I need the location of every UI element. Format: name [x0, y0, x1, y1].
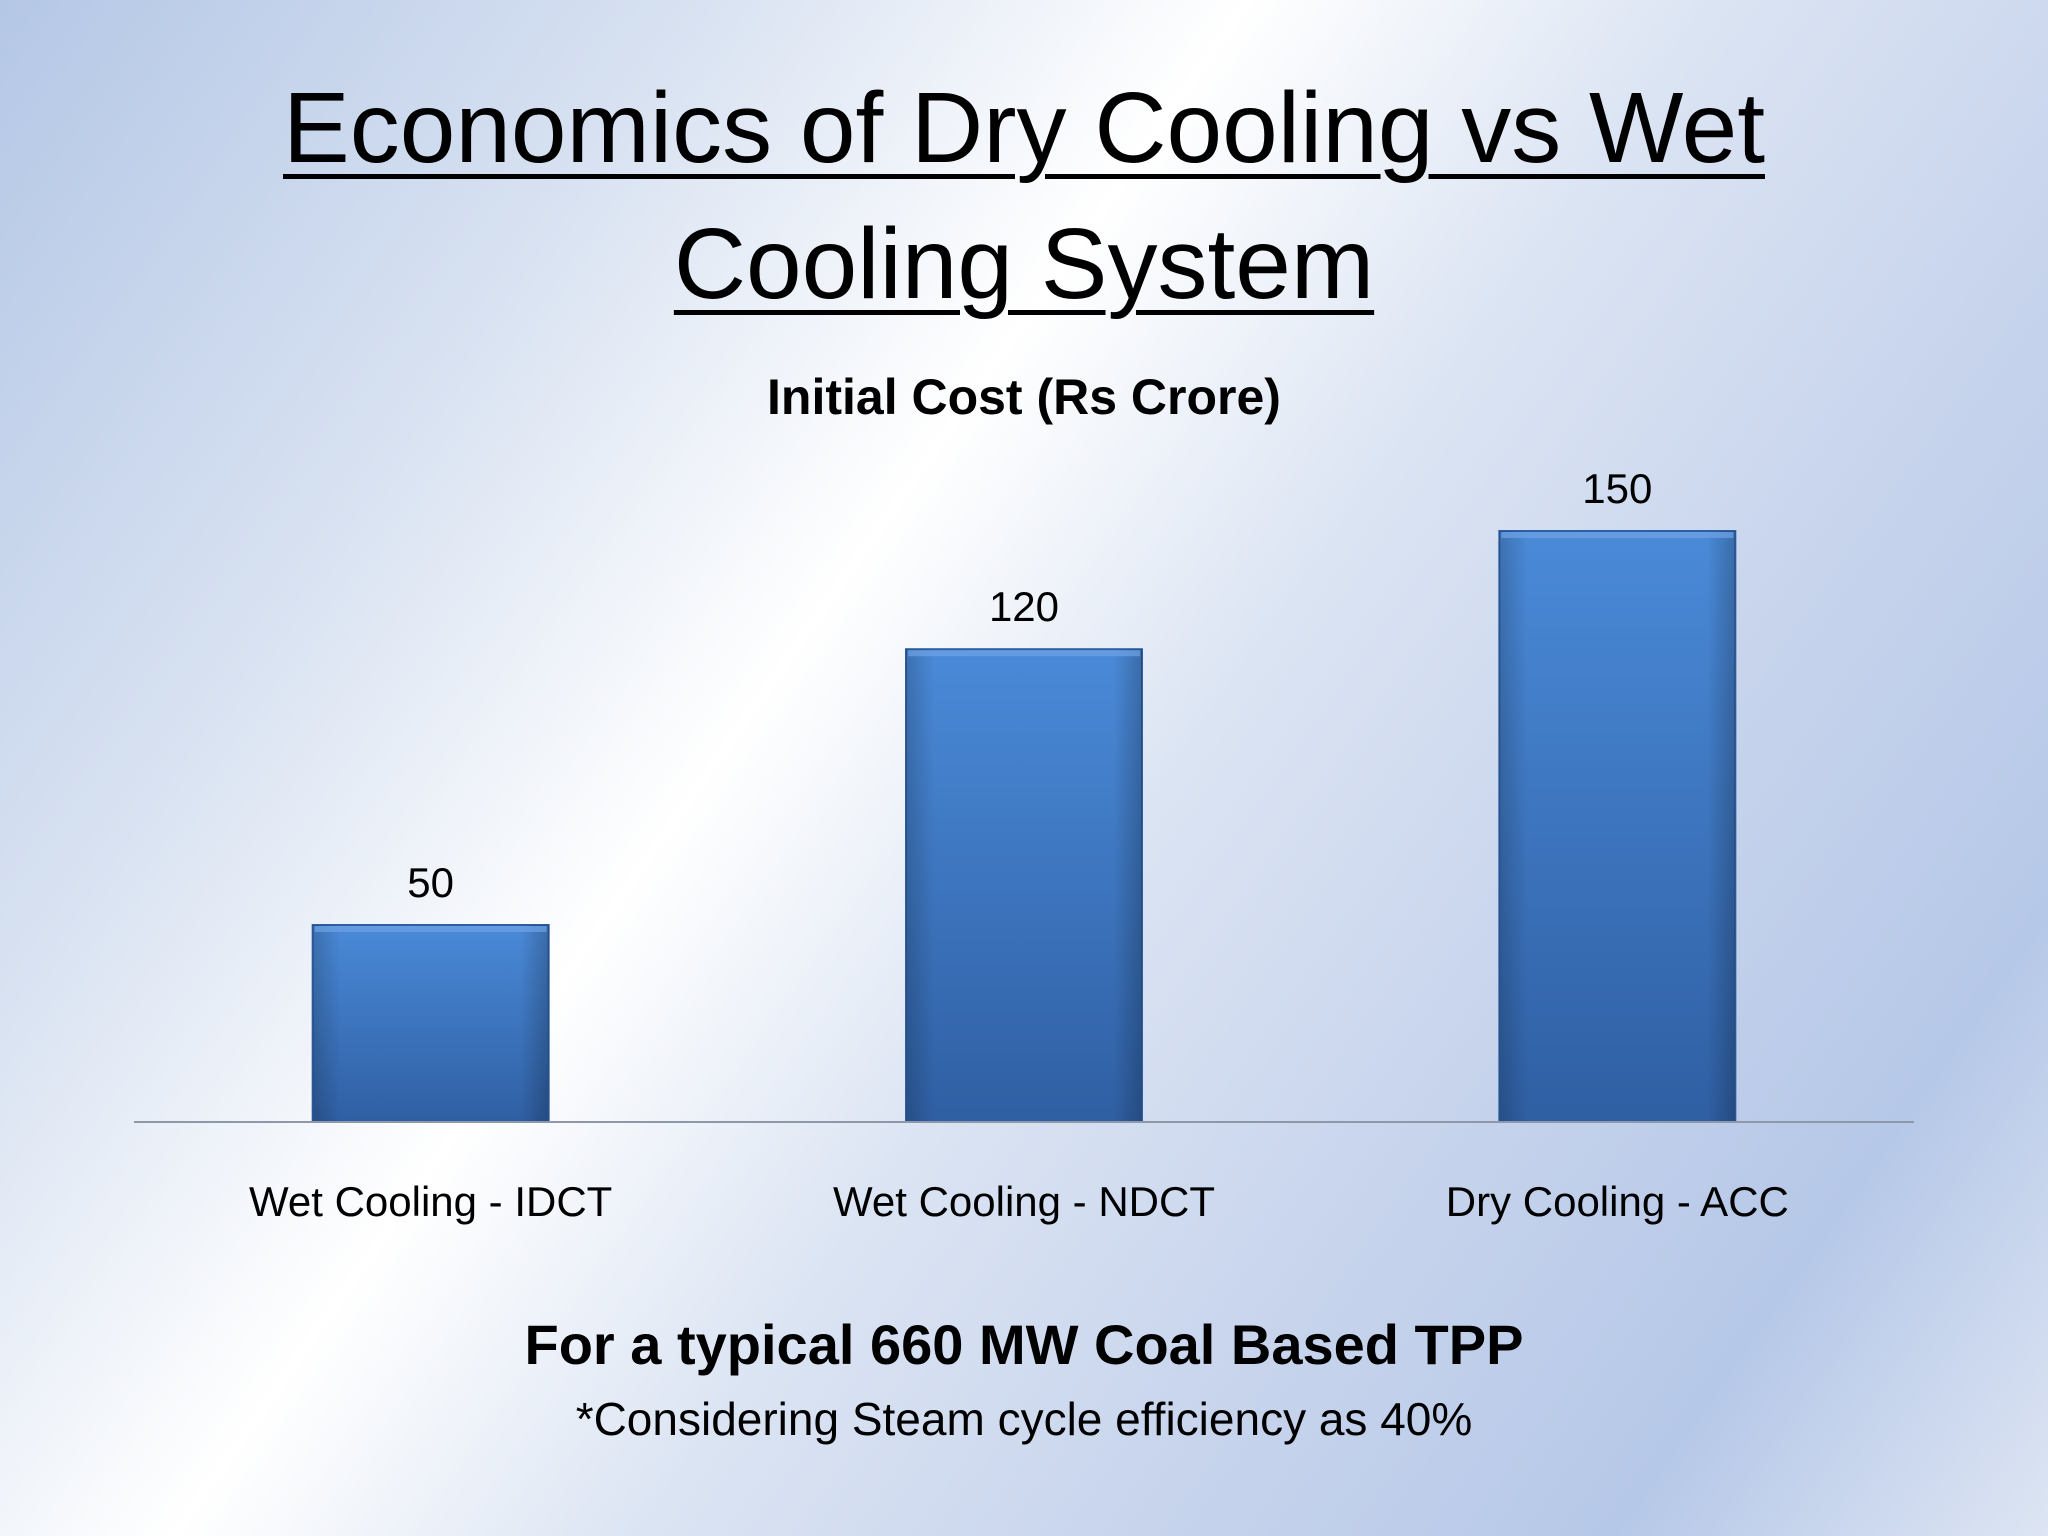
data-label: 50 — [407, 859, 454, 906]
bar-highlight — [1501, 532, 1734, 538]
slide-title-line1: Economics of Dry Cooling vs Wet — [283, 72, 1765, 184]
category-label: Dry Cooling - ACC — [1446, 1178, 1789, 1225]
footer-main-text: For a typical 660 MW Coal Based TPP — [524, 1313, 1524, 1376]
bar-chart: 50 Wet Cooling - IDCT 120 Wet Cooling - NDC… — [134, 465, 1914, 1225]
bar-shading — [312, 925, 549, 1122]
data-label: 150 — [1582, 465, 1652, 512]
chart-title: Initial Cost (Rs Crore) — [767, 369, 1281, 425]
bar-shading — [1499, 531, 1736, 1122]
bar-group — [311, 530, 1737, 1123]
bar-shading — [906, 649, 1142, 1122]
category-label: Wet Cooling - IDCT — [249, 1178, 612, 1225]
category-label: Wet Cooling - NDCT — [833, 1178, 1215, 1225]
bar-highlight — [314, 926, 547, 932]
data-label: 120 — [989, 583, 1059, 630]
bar-highlight — [908, 650, 1140, 657]
slide-title-line2: Cooling System — [673, 208, 1375, 320]
footer-note-text: *Considering Steam cycle efficiency as 4… — [575, 1393, 1473, 1445]
slide-title: Economics of Dry Cooling vs Wet Cooling … — [0, 60, 2048, 332]
